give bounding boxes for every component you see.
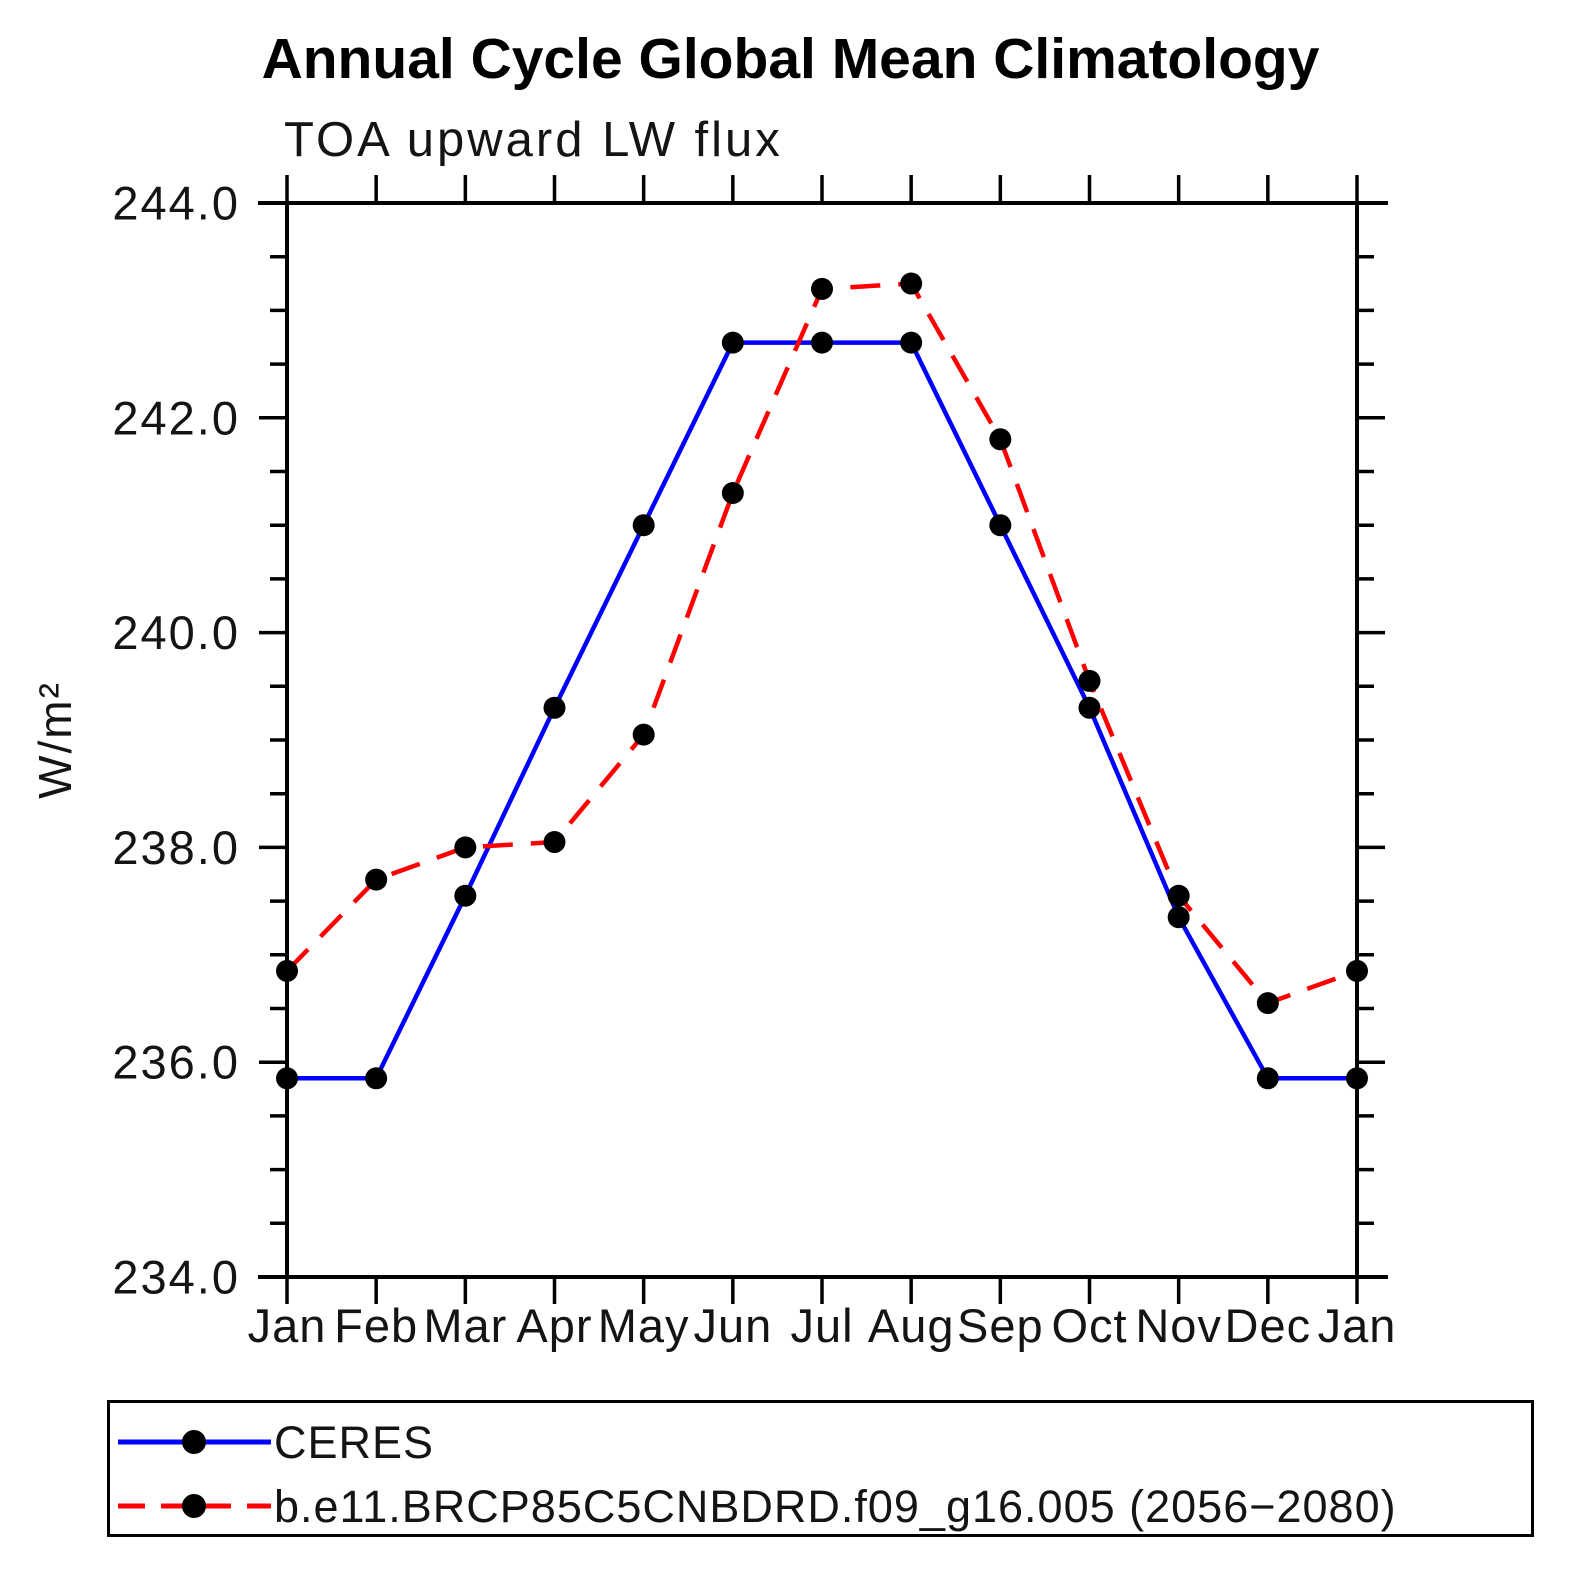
- x-tick-label: Feb: [334, 1299, 418, 1352]
- x-tick-label: Jan: [248, 1299, 327, 1352]
- data-point-model: [632, 723, 655, 746]
- data-point-model: [543, 831, 566, 854]
- x-tick-label: Aug: [868, 1299, 955, 1352]
- data-point-model: [1256, 992, 1279, 1015]
- data-point-model: [900, 272, 923, 295]
- data-point-ceres: [1256, 1067, 1279, 1090]
- y-tick-label: 236.0: [112, 1036, 240, 1089]
- data-point-model: [811, 277, 833, 300]
- legend: CERES b.e11.BRCP85C5CNBDRD.f09_g16.005 (…: [107, 1400, 1534, 1537]
- chart-subtitle: TOA upward LW flux: [284, 113, 783, 167]
- data-point-ceres: [276, 1067, 298, 1090]
- data-point-ceres: [1167, 906, 1190, 929]
- x-tick-label: Dec: [1225, 1299, 1312, 1352]
- legend-sample-dashed-line: [118, 1494, 271, 1518]
- data-point-ceres: [365, 1067, 388, 1090]
- x-tick-label: Jan: [1318, 1299, 1397, 1352]
- x-tick-label: Sep: [957, 1299, 1044, 1352]
- x-tick-label: Apr: [516, 1299, 592, 1352]
- series-line-ceres: [287, 340, 1357, 1081]
- legend-sample-solid-line: [118, 1430, 271, 1454]
- data-point-ceres: [721, 331, 744, 354]
- data-point-ceres: [454, 884, 477, 907]
- y-tick-label: 242.0: [112, 391, 240, 444]
- data-point-model: [276, 959, 298, 982]
- data-point-model: [721, 481, 744, 504]
- legend-label-model: b.e11.BRCP85C5CNBDRD.f09_g16.005 (2056−2…: [274, 1480, 1397, 1532]
- x-tick-label: May: [598, 1299, 690, 1352]
- data-point-ceres: [989, 514, 1012, 537]
- y-tick-label: 238.0: [112, 821, 240, 874]
- data-point-model: [1167, 884, 1190, 907]
- y-tick-label: 240.0: [112, 606, 240, 659]
- chart-title: Annual Cycle Global Mean Climatology: [261, 27, 1320, 91]
- data-point-ceres: [1078, 696, 1101, 719]
- x-tick-label: Mar: [423, 1299, 507, 1352]
- x-tick-label: Jul: [790, 1299, 853, 1352]
- x-tick-label: Jun: [693, 1299, 772, 1352]
- data-point-ceres: [811, 331, 833, 354]
- data-point-model: [1078, 669, 1101, 692]
- data-point-ceres: [1346, 1067, 1368, 1090]
- x-tick-label: Oct: [1051, 1299, 1127, 1352]
- data-point-ceres: [632, 514, 655, 537]
- legend-item-ceres: CERES: [114, 1416, 435, 1468]
- data-point-ceres: [543, 696, 566, 719]
- legend-label-ceres: CERES: [274, 1416, 435, 1468]
- x-tick-label: Nov: [1135, 1299, 1222, 1352]
- legend-item-model: b.e11.BRCP85C5CNBDRD.f09_g16.005 (2056−2…: [114, 1480, 1397, 1532]
- y-tick-label: 234.0: [112, 1250, 240, 1303]
- data-point-model: [1346, 959, 1368, 982]
- data-point-model: [365, 868, 388, 891]
- y-tick-label: 244.0: [112, 176, 240, 229]
- series-line-model: [285, 281, 1358, 1006]
- data-point-model: [454, 836, 477, 859]
- data-point-model: [989, 428, 1012, 451]
- data-point-ceres: [900, 331, 923, 354]
